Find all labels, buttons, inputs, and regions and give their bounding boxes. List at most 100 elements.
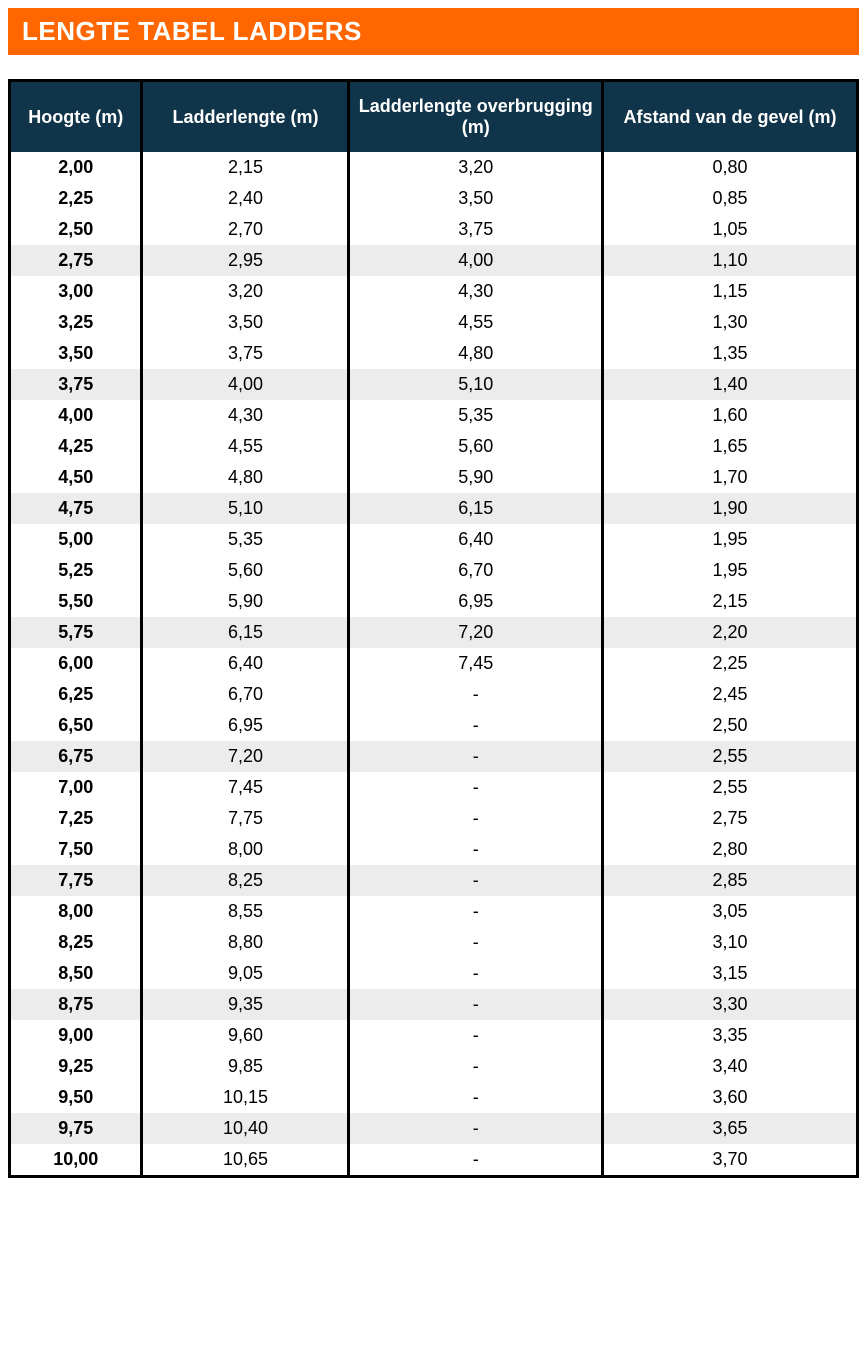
table-cell: 3,50 bbox=[349, 183, 603, 214]
table-body: 2,002,153,200,802,252,403,500,852,502,70… bbox=[11, 152, 856, 1175]
table-cell: 3,20 bbox=[142, 276, 349, 307]
table-cell: - bbox=[349, 1113, 603, 1144]
table-cell: 6,95 bbox=[349, 586, 603, 617]
table-row: 4,755,106,151,90 bbox=[11, 493, 856, 524]
table-cell: - bbox=[349, 896, 603, 927]
table-cell: 4,00 bbox=[142, 369, 349, 400]
table-cell: 2,50 bbox=[602, 710, 856, 741]
table-cell: 6,70 bbox=[142, 679, 349, 710]
table-cell: - bbox=[349, 679, 603, 710]
table-cell: 6,25 bbox=[11, 679, 142, 710]
table-cell: 1,65 bbox=[602, 431, 856, 462]
page-title: LENGTE TABEL LADDERS bbox=[8, 8, 859, 55]
table-cell: 2,75 bbox=[11, 245, 142, 276]
table-cell: 3,20 bbox=[349, 152, 603, 183]
table-cell: 2,25 bbox=[11, 183, 142, 214]
table-cell: 9,25 bbox=[11, 1051, 142, 1082]
table-cell: 4,50 bbox=[11, 462, 142, 493]
table-row: 6,256,70-2,45 bbox=[11, 679, 856, 710]
table-cell: 3,65 bbox=[602, 1113, 856, 1144]
table-cell: 2,15 bbox=[142, 152, 349, 183]
table-cell: - bbox=[349, 1144, 603, 1175]
table-cell: 2,75 bbox=[602, 803, 856, 834]
table-cell: 6,40 bbox=[349, 524, 603, 555]
table-cell: 3,00 bbox=[11, 276, 142, 307]
table-cell: 4,80 bbox=[349, 338, 603, 369]
table-cell: - bbox=[349, 772, 603, 803]
table-row: 7,758,25-2,85 bbox=[11, 865, 856, 896]
table-row: 2,502,703,751,05 bbox=[11, 214, 856, 245]
table-cell: 10,00 bbox=[11, 1144, 142, 1175]
table-cell: 4,55 bbox=[142, 431, 349, 462]
table-cell: 1,30 bbox=[602, 307, 856, 338]
table-row: 4,504,805,901,70 bbox=[11, 462, 856, 493]
table-cell: - bbox=[349, 958, 603, 989]
table-cell: 4,55 bbox=[349, 307, 603, 338]
table-cell: 6,15 bbox=[349, 493, 603, 524]
table-cell: 2,15 bbox=[602, 586, 856, 617]
table-cell: 4,00 bbox=[349, 245, 603, 276]
table-row: 8,258,80-3,10 bbox=[11, 927, 856, 958]
table-cell: 5,50 bbox=[11, 586, 142, 617]
table-cell: 6,40 bbox=[142, 648, 349, 679]
table-cell: 4,00 bbox=[11, 400, 142, 431]
table-cell: 7,50 bbox=[11, 834, 142, 865]
table-row: 9,7510,40-3,65 bbox=[11, 1113, 856, 1144]
table-cell: 2,70 bbox=[142, 214, 349, 245]
table-cell: 3,70 bbox=[602, 1144, 856, 1175]
table-cell: 5,35 bbox=[142, 524, 349, 555]
table-row: 7,007,45-2,55 bbox=[11, 772, 856, 803]
col-header-bridge: Ladderlengte overbrugging (m) bbox=[349, 82, 603, 152]
table-cell: 9,85 bbox=[142, 1051, 349, 1082]
table-row: 8,509,05-3,15 bbox=[11, 958, 856, 989]
table-row: 10,0010,65-3,70 bbox=[11, 1144, 856, 1175]
table-cell: 1,70 bbox=[602, 462, 856, 493]
table-cell: 8,25 bbox=[11, 927, 142, 958]
table-cell: 2,50 bbox=[11, 214, 142, 245]
table-cell: 3,05 bbox=[602, 896, 856, 927]
table-cell: 7,20 bbox=[142, 741, 349, 772]
table-row: 4,254,555,601,65 bbox=[11, 431, 856, 462]
col-header-height: Hoogte (m) bbox=[11, 82, 142, 152]
table-cell: 4,80 bbox=[142, 462, 349, 493]
table-row: 4,004,305,351,60 bbox=[11, 400, 856, 431]
table-cell: 8,00 bbox=[142, 834, 349, 865]
table-cell: 5,60 bbox=[142, 555, 349, 586]
table-row: 7,257,75-2,75 bbox=[11, 803, 856, 834]
table-row: 3,003,204,301,15 bbox=[11, 276, 856, 307]
table-cell: 9,00 bbox=[11, 1020, 142, 1051]
col-header-length: Ladderlengte (m) bbox=[142, 82, 349, 152]
table-row: 9,5010,15-3,60 bbox=[11, 1082, 856, 1113]
table-cell: 1,05 bbox=[602, 214, 856, 245]
table-cell: 7,00 bbox=[11, 772, 142, 803]
table-cell: 7,75 bbox=[142, 803, 349, 834]
table-cell: 4,30 bbox=[142, 400, 349, 431]
table-cell: - bbox=[349, 803, 603, 834]
table-cell: - bbox=[349, 710, 603, 741]
table-cell: 8,80 bbox=[142, 927, 349, 958]
table-cell: 2,95 bbox=[142, 245, 349, 276]
table-cell: 3,75 bbox=[349, 214, 603, 245]
table-cell: - bbox=[349, 989, 603, 1020]
table-row: 2,252,403,500,85 bbox=[11, 183, 856, 214]
table-cell: 1,10 bbox=[602, 245, 856, 276]
table-cell: 3,30 bbox=[602, 989, 856, 1020]
table-cell: 5,35 bbox=[349, 400, 603, 431]
table-cell: 9,60 bbox=[142, 1020, 349, 1051]
table-cell: 8,25 bbox=[142, 865, 349, 896]
table-row: 5,255,606,701,95 bbox=[11, 555, 856, 586]
table-row: 6,006,407,452,25 bbox=[11, 648, 856, 679]
table-cell: 2,20 bbox=[602, 617, 856, 648]
table-row: 3,754,005,101,40 bbox=[11, 369, 856, 400]
table-row: 5,005,356,401,95 bbox=[11, 524, 856, 555]
table-cell: 2,55 bbox=[602, 772, 856, 803]
table-cell: 1,60 bbox=[602, 400, 856, 431]
table-cell: 8,00 bbox=[11, 896, 142, 927]
table-cell: 3,40 bbox=[602, 1051, 856, 1082]
table-cell: 6,15 bbox=[142, 617, 349, 648]
table-cell: - bbox=[349, 1020, 603, 1051]
table-cell: 9,05 bbox=[142, 958, 349, 989]
table-cell: - bbox=[349, 1082, 603, 1113]
table-row: 8,008,55-3,05 bbox=[11, 896, 856, 927]
ladder-table: Hoogte (m) Ladderlengte (m) Ladderlengte… bbox=[11, 82, 856, 1175]
